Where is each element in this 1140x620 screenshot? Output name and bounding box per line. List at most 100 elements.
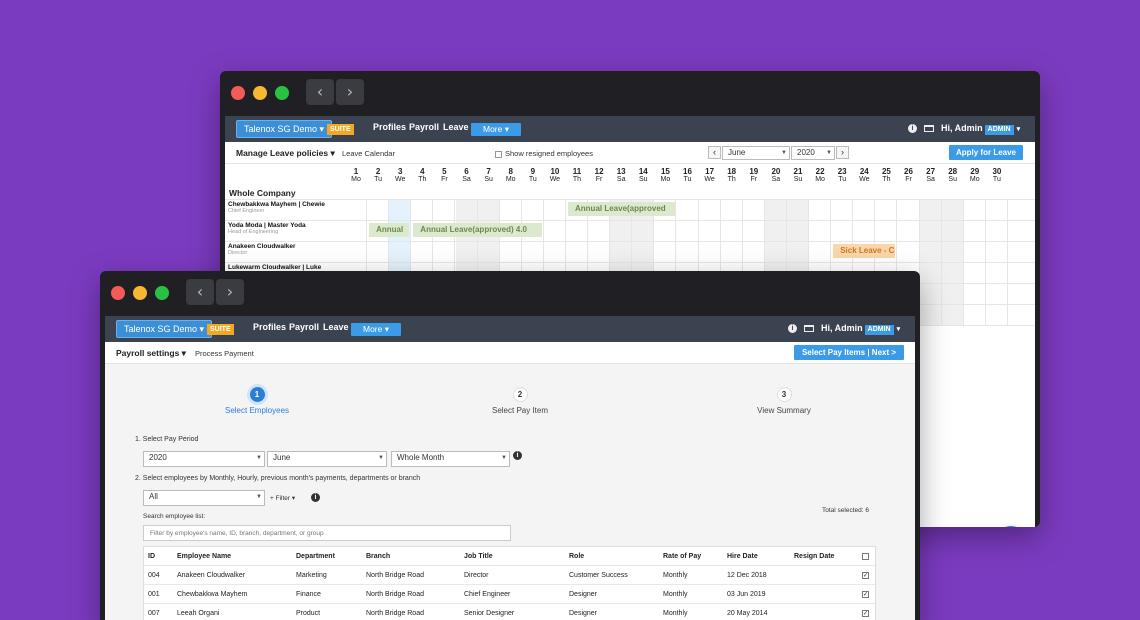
day-number: 2 — [375, 167, 381, 176]
prev-month-button[interactable]: ‹ — [708, 146, 721, 159]
checkbox-icon[interactable] — [495, 150, 502, 158]
weekday: Th — [727, 176, 736, 183]
employee-type-select[interactable]: All ▼ — [143, 490, 265, 506]
step-view-summary[interactable]: 3 View Summary — [744, 387, 824, 415]
apply-for-leave-button[interactable]: Apply for Leave — [949, 145, 1023, 160]
user-menu[interactable]: Hi, Admin ADMIN ▾ — [941, 123, 1020, 135]
select-all-checkbox[interactable] — [862, 553, 869, 560]
table-cell: 03 Jun 2019 — [727, 591, 766, 598]
day-number: 3 — [397, 167, 403, 176]
table-cell: Customer Success — [569, 572, 628, 579]
nav-more-button[interactable]: More ▾ — [351, 323, 401, 336]
add-filter-button[interactable]: + Filter ▾ — [270, 495, 296, 502]
employee-row[interactable]: Yoda Moda | Master Yoda Head of Engineeri… — [228, 222, 346, 235]
minimize-window-button[interactable] — [253, 86, 267, 100]
employee-row[interactable]: Lukewarm Cloudwalker | Luke — [228, 264, 346, 271]
employee-search-input[interactable] — [143, 525, 511, 541]
day-number: 1 — [353, 167, 359, 176]
payroll-settings-menu[interactable]: Payroll settings ▾ — [116, 348, 186, 358]
app-screen: Talenox SG Demo ▾ SUITE Profiles Payroll… — [105, 316, 915, 620]
row-checkbox[interactable]: ✓ — [862, 572, 869, 579]
nav-profiles[interactable]: Profiles — [373, 122, 407, 132]
maximize-window-button[interactable] — [155, 286, 169, 300]
leave-bar[interactable]: Annual — [369, 223, 410, 237]
employee-row[interactable]: Chewbakkwa Mayhem | Chewie Chief Engineer — [228, 201, 346, 214]
forward-arrow-icon[interactable]: › — [336, 79, 364, 105]
close-window-button[interactable] — [231, 86, 245, 100]
month-select[interactable]: June ▼ — [267, 451, 387, 467]
leave-bar[interactable]: Sick Leave - C — [833, 244, 896, 258]
next-month-button[interactable]: › — [836, 146, 849, 159]
leave-calendar-link[interactable]: Leave Calendar — [342, 149, 395, 158]
weekday: Su — [484, 176, 493, 183]
info-icon[interactable]: i — [908, 124, 917, 133]
weekday: Fr — [750, 176, 758, 183]
employee-role: Director — [228, 250, 248, 256]
admin-badge: ADMIN — [864, 325, 894, 335]
column-header: Employee Name — [177, 553, 232, 560]
row-divider — [225, 199, 1035, 200]
info-icon[interactable]: i — [788, 324, 797, 333]
show-resigned-toggle[interactable]: Show resigned employees — [495, 149, 593, 158]
nav-leave[interactable]: Leave — [323, 322, 349, 332]
company-switcher[interactable]: Talenox SG Demo ▾ — [236, 120, 333, 138]
table-row[interactable]: 007 Leeah Organi Product North Bridge Road S… — [144, 604, 875, 620]
weekday: Su — [793, 176, 803, 183]
weekday: Tu — [374, 176, 383, 183]
billing-icon[interactable] — [804, 325, 814, 332]
maximize-window-button[interactable] — [275, 86, 289, 100]
process-payment-link[interactable]: Process Payment — [195, 349, 254, 358]
day-header: 3 We — [389, 167, 411, 183]
select-pay-items-next-button[interactable]: Select Pay Items | Next > — [794, 345, 904, 360]
show-resigned-label: Show resigned employees — [505, 149, 593, 158]
company-switcher[interactable]: Talenox SG Demo ▾ — [116, 320, 213, 338]
user-menu[interactable]: Hi, Admin ADMIN ▾ — [821, 323, 900, 335]
year-value: 2020 — [797, 148, 815, 157]
back-arrow-icon[interactable]: ‹ — [186, 279, 214, 305]
leave-settings-menu[interactable]: Manage Leave policies ▾ — [236, 148, 335, 158]
step-select-employees[interactable]: 1 Select Employees — [217, 387, 297, 415]
column-header: ID — [148, 553, 155, 560]
weekday: Sa — [771, 176, 781, 183]
row-checkbox[interactable]: ✓ — [862, 591, 869, 598]
nav-leave[interactable]: Leave — [443, 122, 469, 132]
table-row[interactable]: 001 Chewbakkwa Mayhem Finance North Bridge … — [144, 585, 875, 604]
table-row[interactable]: 004 Anakeen Cloudwalker Marketing North Bri… — [144, 566, 875, 585]
day-number: 4 — [420, 167, 425, 176]
step-select-pay-item[interactable]: 2 Select Pay Item — [480, 387, 560, 415]
nav-payroll[interactable]: Payroll — [409, 122, 440, 132]
day-header: 5 Fr — [433, 167, 455, 183]
chat-button[interactable] — [996, 526, 1026, 527]
group-label: Whole Company — [229, 188, 296, 198]
employee-row[interactable]: Anakeen Cloudwalker Director — [228, 243, 346, 256]
nav-more-button[interactable]: More ▾ — [471, 123, 521, 136]
weekday: Su — [639, 176, 648, 183]
billing-icon[interactable] — [924, 125, 934, 132]
close-window-button[interactable] — [111, 286, 125, 300]
back-arrow-icon[interactable]: ‹ — [306, 79, 334, 105]
table-cell: Monthly — [663, 572, 688, 579]
day-number: 20 — [771, 167, 781, 176]
info-icon[interactable]: i — [513, 451, 522, 460]
table-cell: Designer — [569, 610, 598, 617]
year-select[interactable]: 2020 ▼ — [791, 146, 835, 160]
row-checkbox[interactable]: ✓ — [862, 610, 869, 617]
nav-profiles[interactable]: Profiles — [253, 322, 287, 332]
employee-filter-label: 2. Select employees by Monthly, Hourly, … — [135, 475, 421, 482]
leave-bar[interactable]: Annual Leave(approved — [568, 202, 675, 216]
chevron-down-icon: ▼ — [378, 455, 384, 461]
day-number: 29 — [970, 167, 980, 176]
chevron-down-icon: ▼ — [256, 455, 262, 461]
forward-arrow-icon[interactable]: › — [216, 279, 244, 305]
month-value: June — [273, 453, 291, 462]
employee-name: Anakeen Cloudwalker — [228, 243, 296, 250]
search-label: Search employee list: — [143, 513, 206, 520]
month-select[interactable]: June ▼ — [722, 146, 790, 160]
period-select[interactable]: Whole Month ▼ — [391, 451, 510, 467]
chevron-down-icon: ▼ — [826, 150, 832, 156]
year-select[interactable]: 2020 ▼ — [143, 451, 265, 467]
minimize-window-button[interactable] — [133, 286, 147, 300]
leave-bar[interactable]: Annual Leave(approved) 4.0 — [413, 223, 542, 237]
nav-payroll[interactable]: Payroll — [289, 322, 320, 332]
info-icon[interactable]: i — [311, 493, 320, 502]
